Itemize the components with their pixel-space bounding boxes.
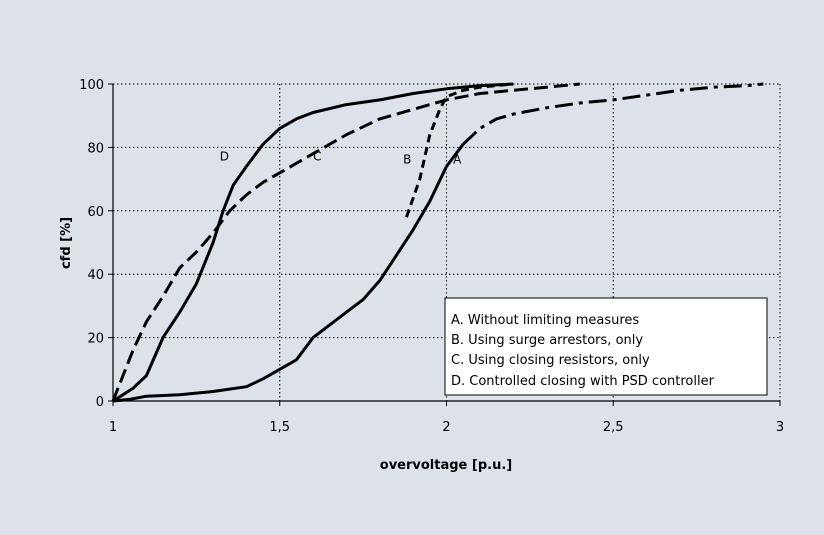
- series-line-b: [405, 82, 514, 218]
- series-line-c: [111, 82, 581, 402]
- x-tick-label: 3: [776, 420, 784, 435]
- y-tick-label: 0: [96, 395, 104, 410]
- x-tick-label: 1: [109, 420, 117, 435]
- x-tick-label: 2,5: [603, 420, 624, 435]
- y-tick-label: 60: [87, 205, 104, 220]
- y-axis-title: cfd [%]: [59, 217, 74, 269]
- x-tick-label: 1,5: [269, 420, 290, 435]
- legend-box: [444, 297, 768, 396]
- curve-label-c: C: [313, 149, 321, 163]
- series-lines: [111, 82, 764, 403]
- y-tick-label: 20: [87, 332, 104, 347]
- x-tick-label: 2: [442, 420, 450, 435]
- curve-label-a: A: [453, 153, 462, 167]
- y-tick-label: 80: [87, 141, 104, 156]
- legend: A. Without limiting measures B. Using su…: [444, 297, 768, 396]
- legend-entry-b: B. Using surge arrestors, only: [451, 333, 643, 348]
- legend-entry-d: D. Controlled closing with PSD controlle…: [451, 374, 715, 389]
- legend-entry-c: C. Using closing resistors, only: [451, 353, 650, 368]
- y-tick-label: 100: [79, 78, 104, 93]
- curve-labels: A B C D: [220, 149, 462, 166]
- curve-label-d: D: [220, 149, 229, 163]
- curve-label-b: B: [403, 153, 411, 167]
- series-line-a-tail: [462, 82, 764, 146]
- y-tick-label: 40: [87, 268, 104, 283]
- axes: 0 20 40 60 80 100 1 1,5 2 2,5 3: [79, 78, 784, 435]
- series-line-d: [112, 82, 514, 403]
- x-axis-title: overvoltage [p.u.]: [380, 458, 512, 473]
- series-line-a: [112, 143, 465, 403]
- legend-entry-a: A. Without limiting measures: [451, 313, 639, 328]
